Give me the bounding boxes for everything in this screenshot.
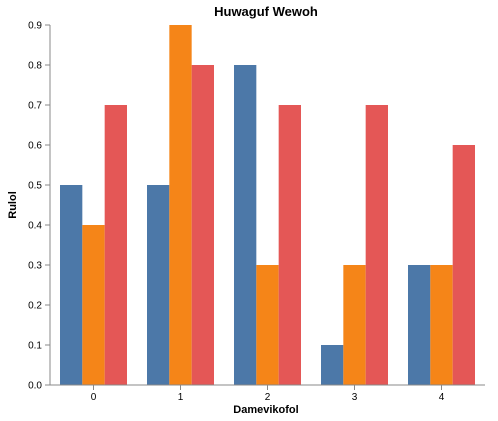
bar xyxy=(82,225,105,385)
x-tick-label: 0 xyxy=(91,392,97,403)
y-tick-label: 0.4 xyxy=(28,221,42,232)
bar xyxy=(60,185,83,385)
chart-title: Huwaguf Wewoh xyxy=(214,4,318,19)
y-axis-label: Rulol xyxy=(7,191,19,219)
x-tick-label: 1 xyxy=(178,392,184,403)
bar xyxy=(234,65,257,385)
x-tick-label: 4 xyxy=(439,392,445,403)
y-tick-label: 0.3 xyxy=(28,261,42,272)
x-tick-label: 2 xyxy=(265,392,271,403)
bar xyxy=(104,105,127,385)
bar xyxy=(452,145,475,385)
y-tick-label: 0.9 xyxy=(28,21,42,32)
x-axis-label: Damevikofol xyxy=(233,404,298,416)
y-tick-label: 0.2 xyxy=(28,301,42,312)
bar xyxy=(191,65,214,385)
plot-area: 0.0 0.1 0.2 0.3 0.4 0.5 0.6 0.7 0.8 0.9 0 1 2 3 4 xyxy=(28,21,485,403)
bar xyxy=(343,265,366,385)
bar xyxy=(256,265,279,385)
bar xyxy=(147,185,170,385)
y-tick-label: 0.1 xyxy=(28,341,42,352)
bar xyxy=(278,105,301,385)
bar xyxy=(430,265,453,385)
y-tick-label: 0.8 xyxy=(28,61,42,72)
y-tick-label: 0.0 xyxy=(28,381,42,392)
bar xyxy=(169,25,192,385)
bar xyxy=(321,345,344,385)
y-tick-label: 0.6 xyxy=(28,141,42,152)
x-tick-label: 3 xyxy=(352,392,358,403)
y-tick-label: 0.5 xyxy=(28,181,42,192)
bar xyxy=(365,105,388,385)
y-tick-label: 0.7 xyxy=(28,101,42,112)
bar xyxy=(408,265,431,385)
